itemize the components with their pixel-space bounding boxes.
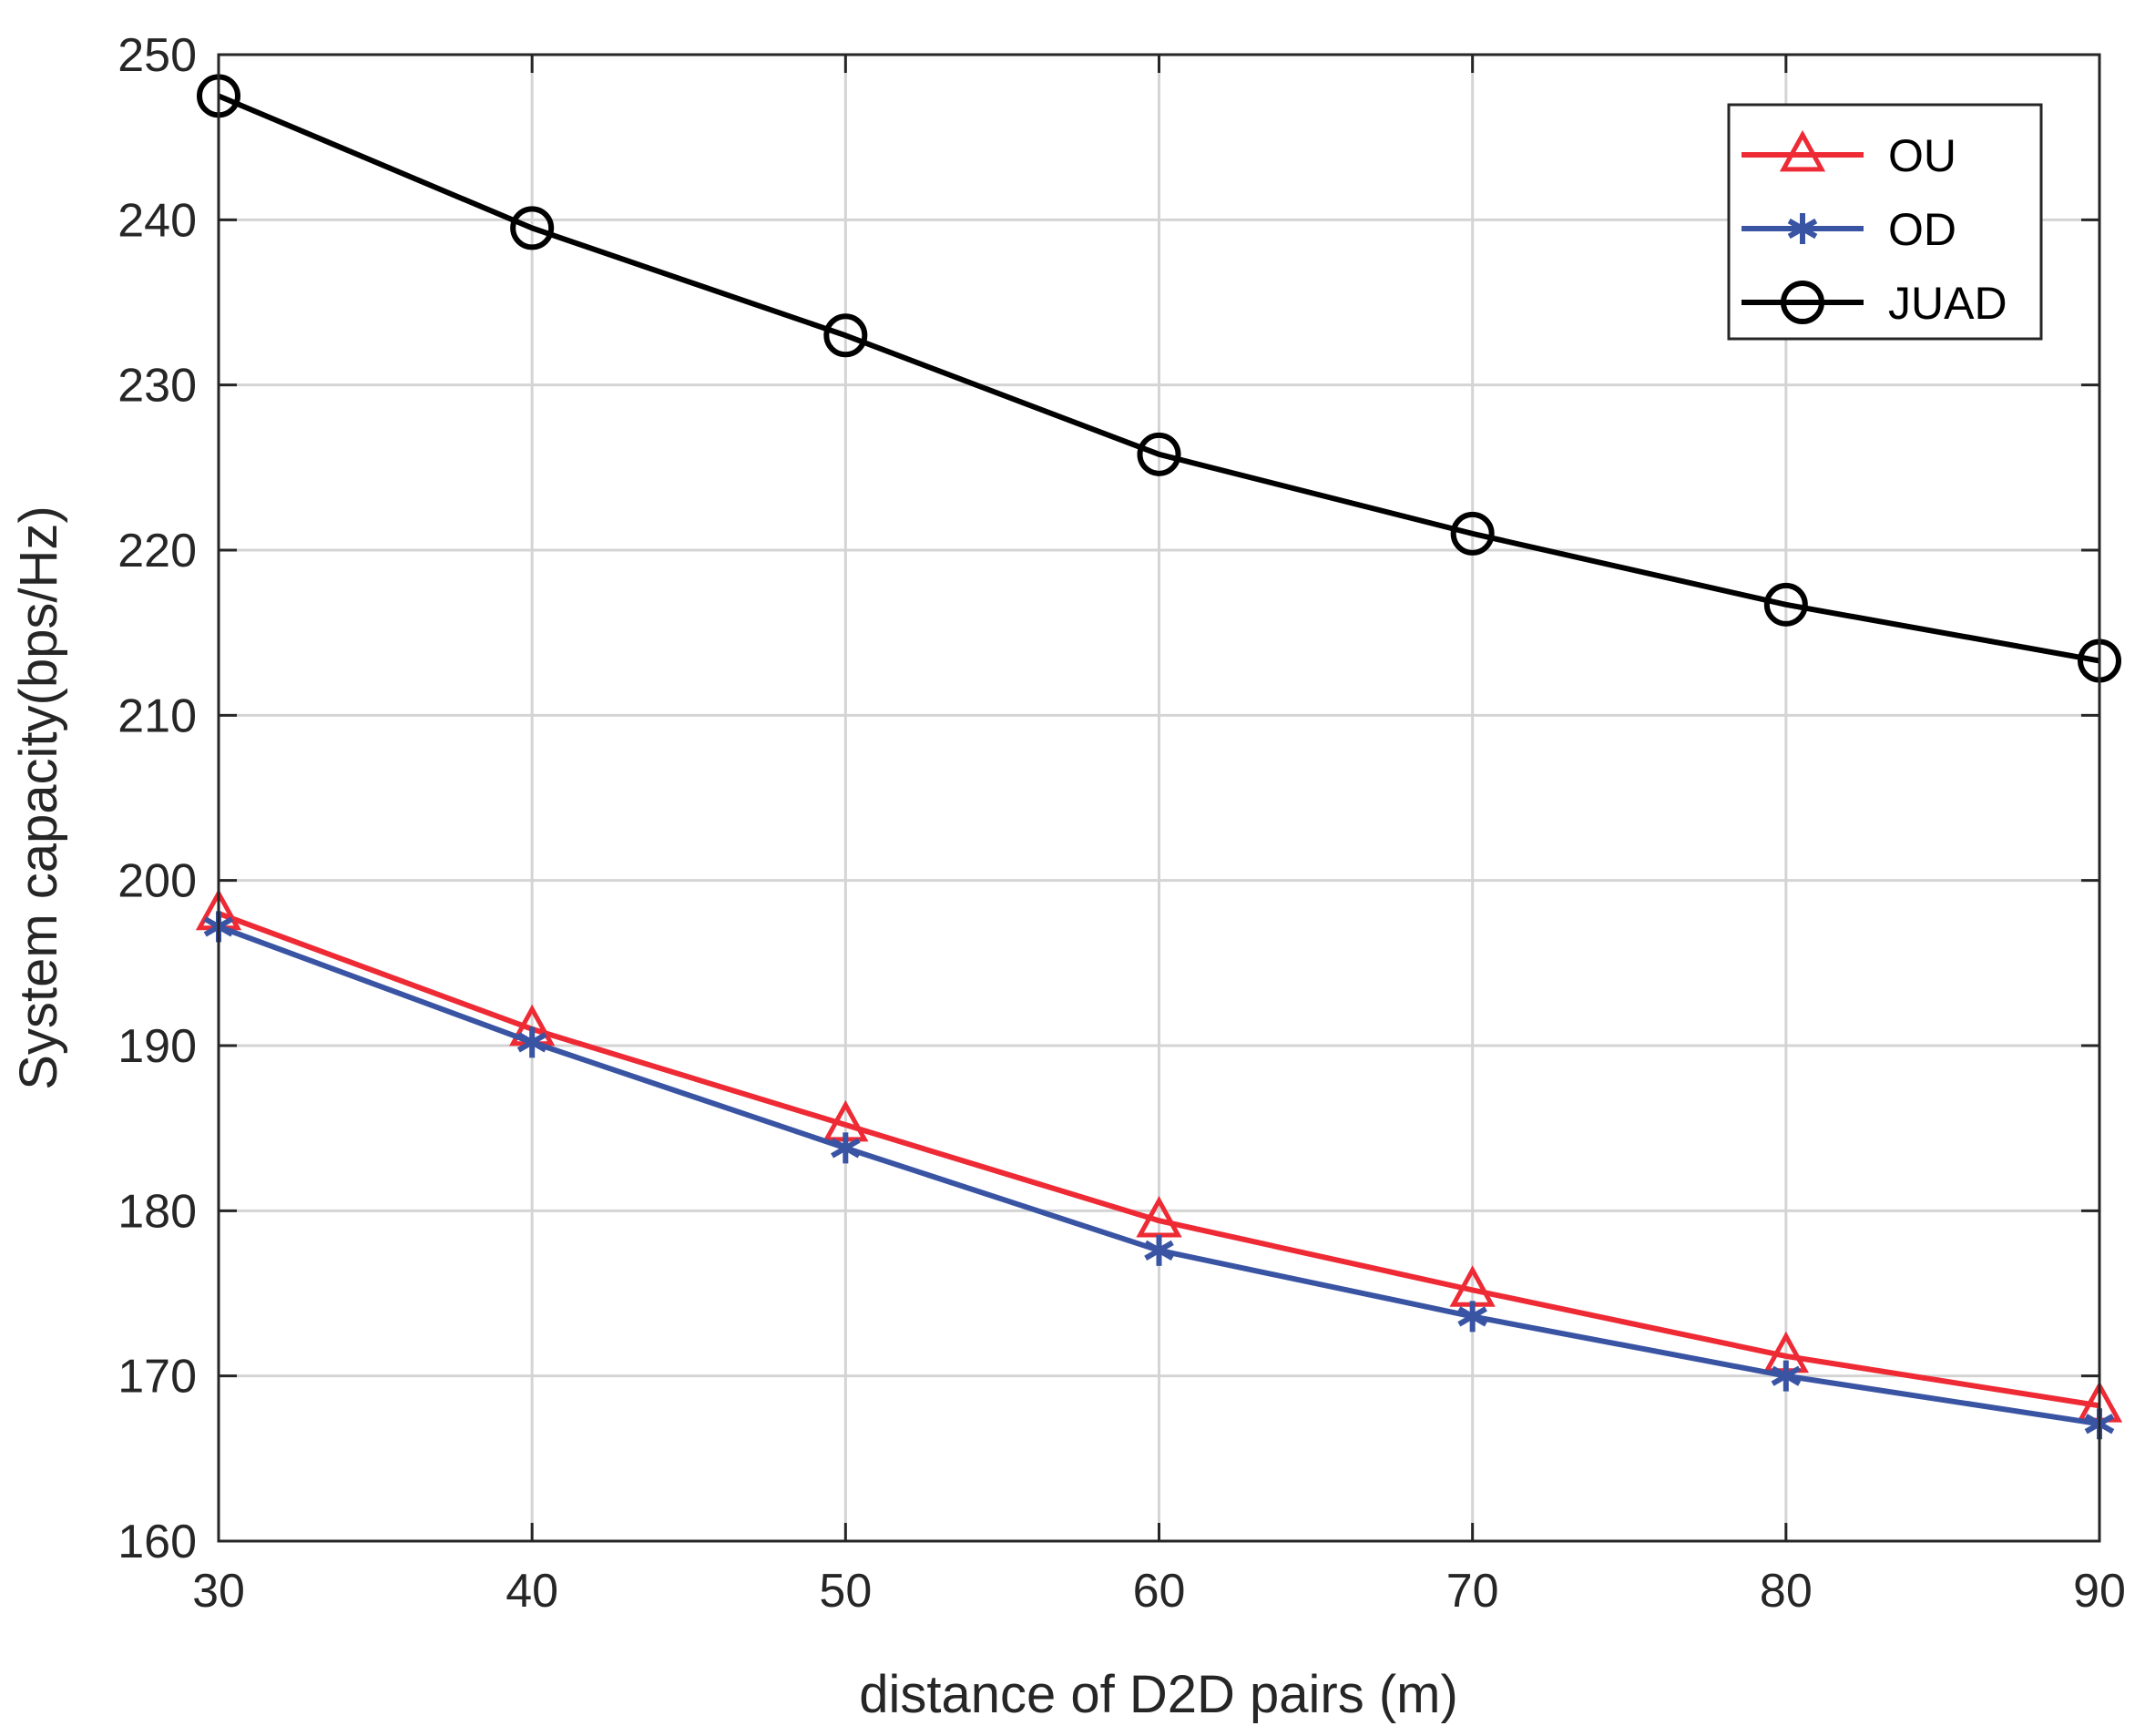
legend-label-juad: JUAD <box>1888 278 2007 329</box>
series-juad <box>197 74 2121 683</box>
x-tick-label: 60 <box>1133 1565 1186 1618</box>
tick-labels: 30 40 50 60 70 80 90 160 170 180 190 200 210 220 230 24… <box>117 29 2126 1618</box>
x-axis-title: distance of D2D pairs (m) <box>859 1665 1458 1724</box>
y-tick-label: 240 <box>117 194 197 247</box>
x-tick-label: 90 <box>2073 1565 2126 1618</box>
x-tick-label: 50 <box>819 1565 872 1618</box>
data-point-juad <box>510 206 555 250</box>
x-tick-label: 70 <box>1446 1565 1499 1618</box>
y-tick-label: 250 <box>117 29 197 82</box>
legend-marker-juad <box>1781 281 1824 324</box>
legend-label-ou: OU <box>1888 130 1956 181</box>
x-tick-label: 30 <box>192 1565 245 1618</box>
y-tick-label: 220 <box>117 525 197 577</box>
data-point-juad <box>1137 432 1181 476</box>
legend: OU OD JUAD <box>1727 103 2043 341</box>
y-axis-title: System capacity(bps/Hz) <box>9 505 68 1089</box>
legend-label-od: OD <box>1888 204 1956 255</box>
x-tick-label: 40 <box>506 1565 558 1618</box>
data-point-juad <box>1450 511 1495 556</box>
x-tick-label: 80 <box>1760 1565 1813 1618</box>
y-tick-label: 190 <box>117 1020 197 1073</box>
data-point-od <box>516 1026 547 1058</box>
series-line-juad <box>217 93 2100 664</box>
y-tick-label: 210 <box>117 689 197 742</box>
series-layer <box>195 74 2123 1440</box>
y-tick-label: 180 <box>117 1185 197 1238</box>
y-tick-label: 200 <box>117 855 197 908</box>
data-point-od <box>1144 1234 1174 1266</box>
legend-marker-ou <box>1779 129 1826 172</box>
data-point-od <box>1771 1360 1802 1392</box>
data-point-juad <box>1763 582 1808 627</box>
y-tick-label: 170 <box>117 1351 197 1404</box>
y-tick-label: 160 <box>117 1516 197 1568</box>
legend-marker-od <box>1787 213 1818 244</box>
data-point-od <box>831 1132 861 1164</box>
data-point-juad <box>823 313 868 358</box>
y-tick-label: 230 <box>117 360 197 413</box>
data-point-od <box>1457 1301 1487 1333</box>
